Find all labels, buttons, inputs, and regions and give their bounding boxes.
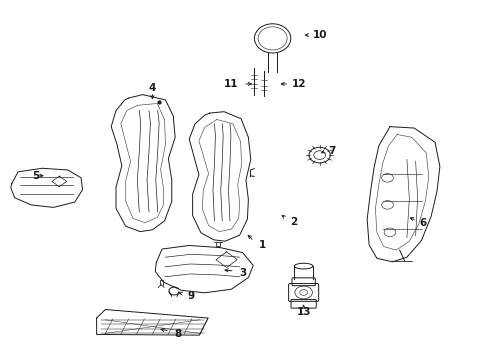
Text: 7: 7 (327, 146, 335, 156)
Text: 1: 1 (259, 240, 266, 250)
Text: 2: 2 (290, 217, 297, 227)
Text: 6: 6 (418, 219, 426, 228)
Text: 9: 9 (187, 291, 194, 301)
Text: 8: 8 (174, 329, 181, 339)
Text: 10: 10 (312, 30, 326, 40)
Text: 5: 5 (32, 171, 40, 181)
Text: 13: 13 (296, 307, 310, 318)
Text: 3: 3 (239, 268, 246, 278)
Text: 12: 12 (291, 79, 306, 89)
Text: 11: 11 (224, 79, 238, 89)
Text: 4: 4 (148, 83, 156, 93)
